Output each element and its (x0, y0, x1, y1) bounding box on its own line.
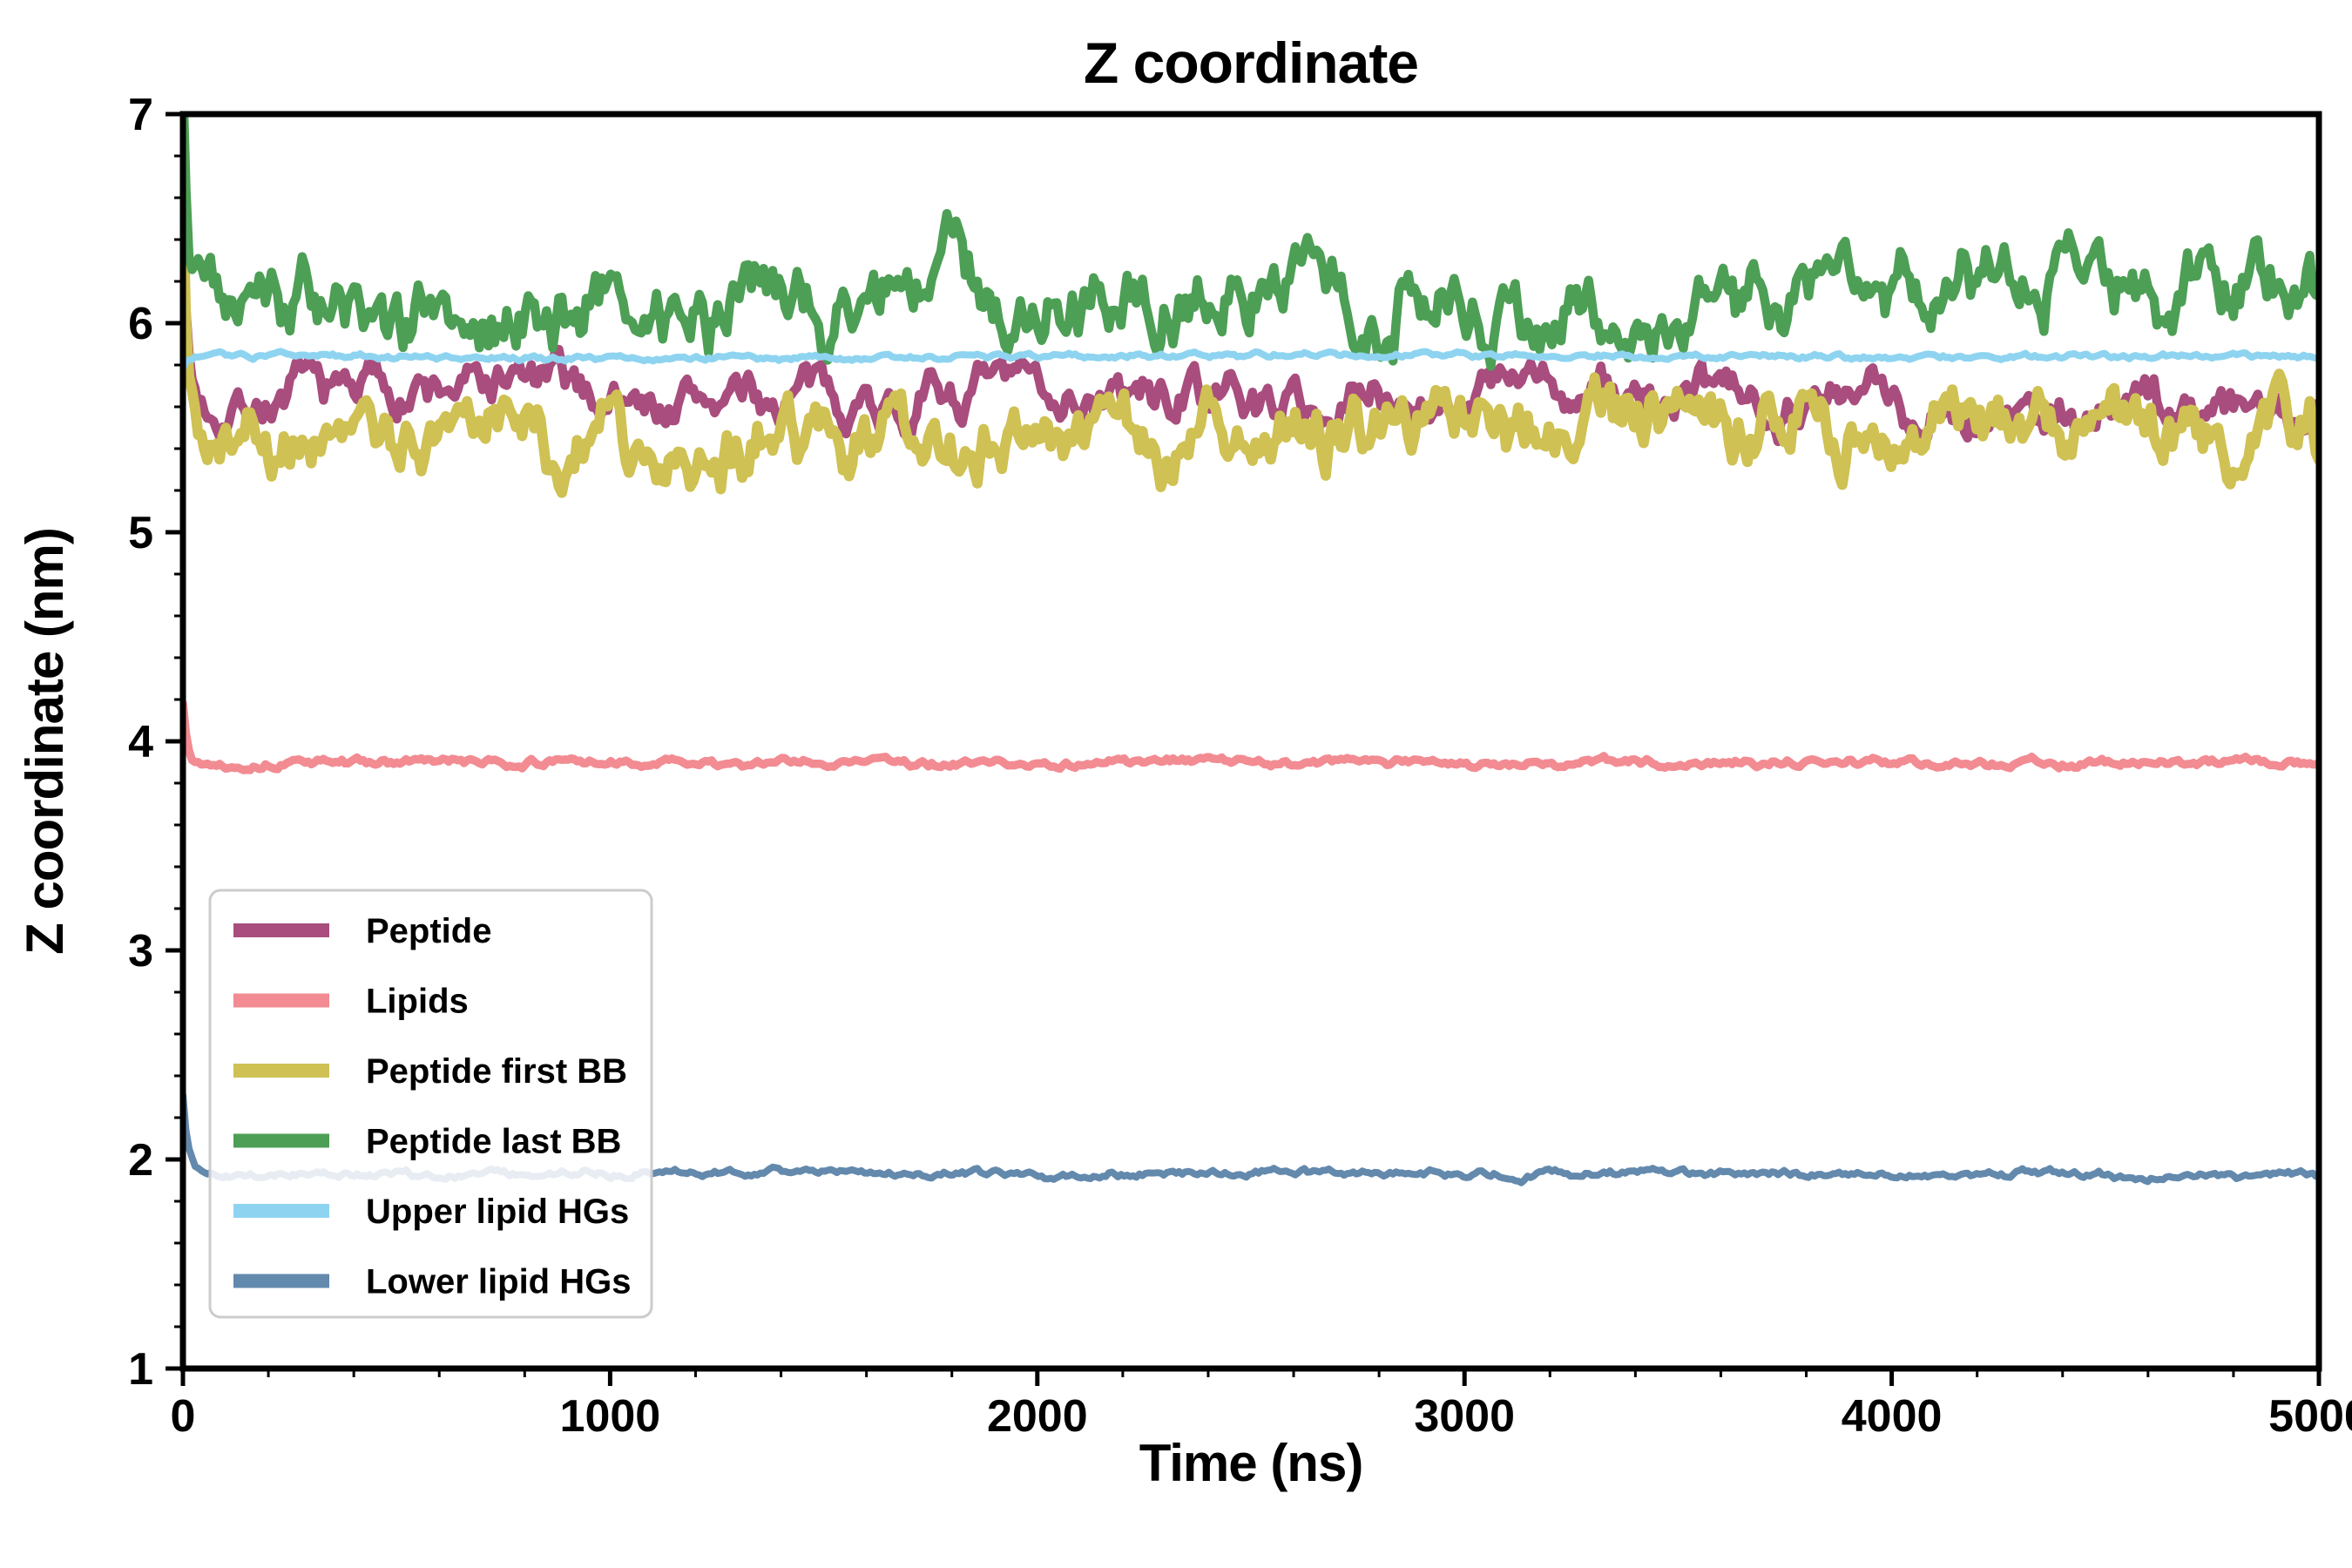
x-tick-label: 5000 (2268, 1391, 2352, 1442)
series-line-upper-lipid-hgs (183, 348, 2319, 372)
series-line-peptide-last-bb (183, 114, 2319, 371)
legend-label-peptide: Peptide (366, 912, 491, 950)
x-axis-label: Time (ns) (1139, 1434, 1363, 1492)
y-tick-label: 7 (128, 90, 153, 140)
y-tick-label: 6 (128, 299, 153, 349)
legend-label-peptide-last-bb: Peptide last BB (366, 1123, 621, 1161)
y-tick-label: 5 (128, 508, 153, 558)
y-tick-label: 3 (128, 926, 153, 977)
x-tick-label: 0 (171, 1391, 196, 1442)
y-tick-label: 4 (128, 717, 153, 767)
x-tick-label: 1000 (560, 1391, 661, 1442)
axes-spines (179, 111, 2322, 1372)
x-tick-label: 2000 (987, 1391, 1088, 1442)
series-line-lipids (183, 699, 2319, 774)
series-layer (183, 114, 2319, 1186)
legend-box (208, 889, 653, 1319)
tick-labels-layer: 0 1000 2000 3000 4000 5000 1 2 3 4 5 6 7 (128, 90, 2352, 1442)
legend-label-lower-lipid-hgs: Lower lipid HGs (366, 1263, 631, 1301)
legend-label-peptide-first-bb: Peptide first BB (366, 1052, 627, 1091)
x-tick-label: 3000 (1414, 1391, 1515, 1442)
y-tick-label: 1 (128, 1344, 153, 1395)
legend-label-upper-lipid-hgs: Upper lipid HGs (366, 1193, 629, 1231)
x-tick-label: 4000 (1842, 1391, 1943, 1442)
chart-title: Z coordinate (1084, 30, 1418, 95)
y-tick-label: 2 (128, 1135, 153, 1186)
series-line-peptide-first-bb (183, 196, 2319, 498)
legend: Peptide Lipids Peptide first BB Peptide las… (208, 889, 653, 1319)
legend-label-lipids: Lipids (366, 983, 469, 1021)
y-axis-label: Z coordinate (nm) (16, 528, 74, 955)
